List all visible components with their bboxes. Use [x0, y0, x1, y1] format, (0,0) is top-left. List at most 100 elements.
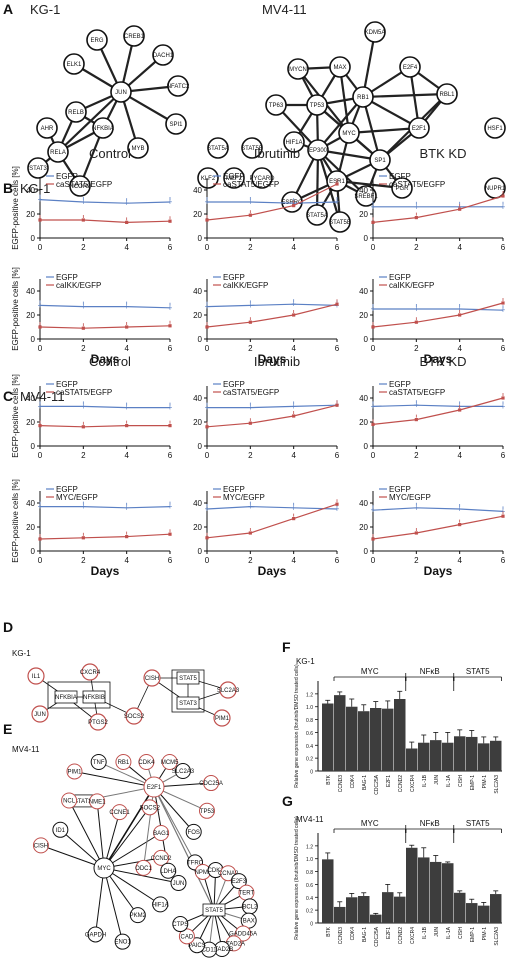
legend-label: caIKK/EGFP [56, 281, 101, 290]
y-tick-label: 0 [310, 770, 313, 776]
category-label: CDC25A [374, 926, 380, 946]
group-label: STAT5 [466, 667, 490, 676]
e-node-ccna2: CCNA2 [218, 865, 239, 882]
panel-b-label: B [3, 180, 13, 196]
panel-a-right-title: MV4-11 [262, 2, 307, 17]
e-node-label: SLC2A3 [172, 769, 195, 775]
y-tick-label: 0 [310, 922, 313, 928]
legend-label: EGFP [223, 273, 245, 282]
panel-a-label: A [3, 1, 13, 17]
y-tick-label: 40 [359, 394, 368, 403]
e-node-circle [161, 754, 178, 770]
e-node-label: E2F3 [232, 879, 247, 885]
e-node-label: HIF1A [152, 902, 169, 908]
legend-label: EGFP [389, 172, 411, 181]
x-tick-label: 4 [124, 344, 129, 353]
kg1-node-label: AHR [41, 126, 54, 132]
y-tick-label: 20 [26, 523, 35, 532]
bar-chart-mv4-11: 0 0.2 0.4 0.6 0.8 1.0 1.2 BTK CCND3 CDK4 BAG-1 CDC2… [294, 816, 502, 947]
e-node-circle [129, 907, 146, 924]
panel-a-left-title: KG-1 [30, 2, 60, 17]
e-node-circle [174, 763, 191, 780]
x-tick-label: 4 [457, 451, 462, 460]
e-node-label: E2F1 [147, 785, 162, 791]
data-point-construct [501, 194, 505, 198]
e-node-circle [111, 804, 128, 821]
series-line-egfp [39, 199, 171, 204]
y-tick-label: 1.2 [306, 844, 313, 850]
mv411-node-circle [364, 21, 386, 43]
x-axis-label: Days [258, 352, 287, 366]
e-node-label: MCM5 [161, 760, 179, 766]
e-node-label: PAICS [188, 943, 206, 949]
kg1-node-label: SPI1 [169, 122, 183, 128]
panel-f-title: KG-1 [296, 657, 315, 666]
category-label: SLC2A3 [494, 775, 500, 794]
legend-label: caIKK/EGFP [389, 281, 434, 290]
d-node-circle [31, 705, 49, 723]
e-node-label: STAT3 [74, 799, 92, 805]
bar-il-1b [418, 742, 430, 771]
x-tick-label: 0 [205, 451, 210, 460]
bar-cdc25a [370, 708, 382, 771]
legend-label: EGFP [389, 380, 411, 389]
data-point-egfp: + [248, 403, 253, 412]
data-point-egfp: + [205, 403, 210, 412]
column-title: BTK KD [420, 354, 467, 369]
x-tick-label: 0 [371, 451, 376, 460]
e-node-label: TNF [93, 760, 105, 766]
x-tick-label: 2 [81, 451, 86, 460]
y-tick-label: 40 [26, 499, 35, 508]
bar-cdk4 [346, 897, 358, 923]
column-title: Ibrutinib [254, 354, 300, 369]
category-label: CCND3 [338, 775, 344, 792]
data-point-egfp: + [501, 306, 506, 315]
kg1-node-label: PYCARD [249, 176, 275, 182]
data-point-egfp: + [501, 402, 506, 411]
category-label: CISH [458, 927, 464, 939]
kg1-node-circle [223, 167, 245, 189]
y-tick-label: 20 [359, 210, 368, 219]
x-tick-label: 2 [414, 344, 419, 353]
panel-b-title: KG-1 [20, 181, 50, 196]
series-line-egfp [206, 505, 338, 510]
data-point-construct [371, 537, 375, 541]
x-tick-label: 6 [501, 556, 506, 565]
data-point-construct [458, 313, 462, 317]
mv411-node-max: MAX [329, 56, 351, 78]
e-node-tnf: TNF [90, 754, 107, 770]
data-point-construct [38, 218, 42, 222]
e-node-mcm5: MCM5 [161, 754, 179, 770]
kg1-node-circle [241, 137, 263, 159]
mv411-node-label: HIF1A [285, 140, 302, 146]
kg1-node-ahr: AHR [36, 117, 58, 139]
e-node-bcl2: BCL2 [241, 898, 258, 915]
bar-slc2a3 [490, 894, 502, 923]
mv411-node-label: PGR [395, 186, 409, 192]
kg1-node-label: KLF2 [201, 176, 216, 182]
e-edge [103, 807, 151, 869]
category-label: SLC2A3 [494, 927, 500, 946]
panel-e-label: E [3, 721, 12, 737]
kg1-node-erg: ERG [86, 29, 108, 51]
bar-pim-1 [478, 743, 490, 771]
y-axis-label: EGFP-positive cells [%] [11, 267, 20, 351]
kg1-node-stat5b: STAT5B [241, 137, 263, 159]
e-node-ctps: CTPS [172, 916, 188, 933]
kg1-node-label: CREB1 [124, 34, 145, 40]
category-label: E2F1 [386, 927, 392, 939]
legend-label: caIKK/EGFP [223, 281, 268, 290]
kg1-node-myb: MYB [127, 137, 149, 159]
panel-d-title: KG-1 [12, 649, 31, 658]
data-point-construct [335, 302, 339, 306]
e-node-label: NME1 [89, 799, 106, 805]
category-label: BAG-1 [362, 775, 368, 790]
e-node-label: LDHA [160, 869, 176, 875]
data-point-egfp: + [38, 301, 43, 310]
mv411-node-circle [391, 177, 413, 199]
data-point-construct [458, 523, 462, 527]
d-node-box [176, 671, 200, 685]
category-label: PIM-1 [482, 775, 488, 789]
e-node-jun: JUN [170, 875, 187, 892]
